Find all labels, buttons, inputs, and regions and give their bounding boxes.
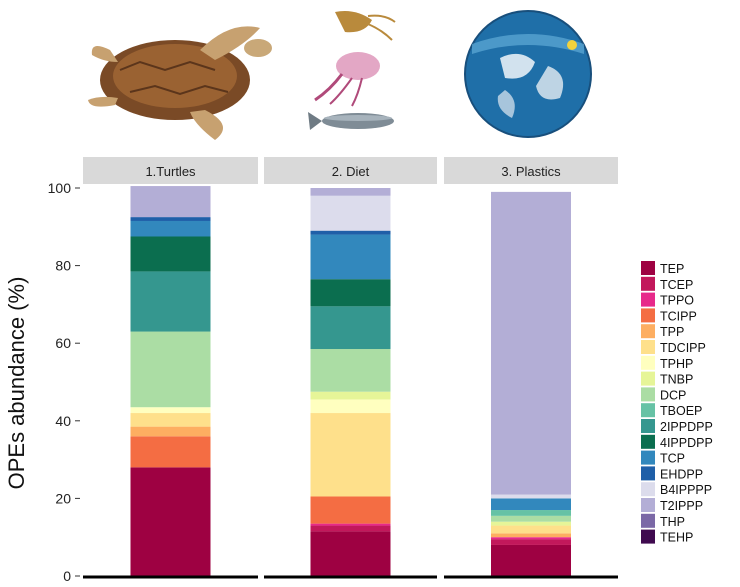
legend-swatch-tpp bbox=[641, 324, 655, 339]
bar-segment-t2ippp-3 bbox=[491, 191, 571, 495]
bar-segment-tpp-3 bbox=[491, 533, 571, 538]
bar-segment-2ippdpp-2 bbox=[310, 306, 391, 350]
bar-segment-tphp-2 bbox=[310, 399, 391, 414]
panel-strip-2 bbox=[264, 157, 437, 184]
legend-swatch-tnbp bbox=[641, 371, 655, 386]
bar-segment-tdcipp-1 bbox=[130, 413, 211, 427]
bar-segment-tnbp-3 bbox=[491, 521, 571, 526]
legend-label-thp: THP bbox=[660, 515, 685, 529]
bar-segment-tep-1 bbox=[130, 467, 211, 576]
bar-segment-ehdpp-2 bbox=[310, 230, 391, 235]
bar-segment-tphp-1 bbox=[130, 407, 211, 414]
legend-swatch-dcp bbox=[641, 387, 655, 402]
marine-plastics-image bbox=[464, 10, 592, 138]
legend-swatch-tehp bbox=[641, 529, 655, 544]
legend-swatch-b4ipppp bbox=[641, 482, 655, 497]
bar-segment-tcipp-1 bbox=[130, 436, 211, 468]
legend-swatch-t2ippp bbox=[641, 498, 655, 512]
legend-swatch-tcp bbox=[641, 450, 655, 465]
legend-label-tcp: TCP bbox=[660, 452, 685, 466]
legend-label-tppo: TPPO bbox=[660, 294, 694, 308]
bar-segment-b4ipppp-3 bbox=[491, 494, 571, 499]
bar-segment-tcep-3 bbox=[491, 539, 571, 545]
bar-segment-tdcipp-3 bbox=[491, 525, 571, 534]
y-tick-label: 20 bbox=[55, 490, 71, 506]
legend-label-tboep: TBOEP bbox=[660, 404, 702, 418]
bar-segment-t2ippp-1 bbox=[130, 186, 211, 218]
bar-segment-ehdpp-1 bbox=[130, 217, 211, 221]
bar-segment-tcipp-2 bbox=[310, 496, 391, 524]
legend-swatch-tdcipp bbox=[641, 340, 655, 354]
panel-strip-1 bbox=[83, 157, 258, 184]
legend-swatch-thp bbox=[641, 513, 655, 528]
panel-strip-label-3: 3. Plastics bbox=[501, 164, 561, 179]
bar-segment-b4ipppp-2 bbox=[310, 195, 391, 231]
bar-segment-4ippdpp-1 bbox=[130, 236, 211, 272]
legend-swatch-tcep bbox=[641, 276, 655, 291]
y-tick-label: 80 bbox=[55, 258, 71, 274]
legend-label-tep: TEP bbox=[660, 262, 684, 276]
bar-segment-dcp-2 bbox=[310, 349, 391, 392]
legend-swatch-tep bbox=[641, 261, 655, 275]
bar-segment-tpp-1 bbox=[130, 426, 211, 437]
diet-organisms-image bbox=[308, 11, 396, 130]
y-tick-label: 40 bbox=[55, 413, 71, 429]
sea-turtle-image bbox=[88, 26, 272, 140]
bar-segment-tcep-2 bbox=[310, 525, 391, 532]
bar-segment-tcp-1 bbox=[130, 220, 211, 237]
y-tick-label: 60 bbox=[55, 335, 71, 351]
y-axis-label: OPEs abundance (%) bbox=[4, 277, 29, 490]
bar-segment-tnbp-2 bbox=[310, 391, 391, 400]
bar-segment-tboep-3 bbox=[491, 510, 571, 516]
legend-swatch-tboep bbox=[641, 403, 655, 418]
bar-segment-tcp-3 bbox=[491, 498, 571, 511]
legend-label-b4ipppp: B4IPPPP bbox=[660, 483, 712, 497]
legend-swatch-tphp bbox=[641, 355, 655, 370]
legend-label-dcp: DCP bbox=[660, 388, 686, 402]
bar-segment-dcp-3 bbox=[491, 515, 571, 522]
bar-segment-tppo-3 bbox=[491, 537, 571, 540]
panel-strip-3 bbox=[444, 157, 618, 184]
legend-label-tcep: TCEP bbox=[660, 278, 693, 292]
legend-swatch-tppo bbox=[641, 292, 655, 307]
panel-strip-label-1: 1.Turtles bbox=[145, 164, 196, 179]
bar-segment-tep-3 bbox=[491, 544, 571, 576]
panel-strip-label-2: 2. Diet bbox=[332, 164, 370, 179]
bar-segment-tcp-2 bbox=[310, 234, 391, 280]
legend-label-t2ippp: T2IPPP bbox=[660, 499, 703, 513]
legend-label-tnbp: TNBP bbox=[660, 373, 693, 387]
legend-label-2ippdpp: 2IPPDPP bbox=[660, 420, 713, 434]
y-tick-label: 0 bbox=[63, 568, 71, 584]
legend-swatch-ehdpp bbox=[641, 466, 655, 481]
bar-segment-tppo-2 bbox=[310, 523, 391, 526]
y-tick-label: 100 bbox=[48, 180, 72, 196]
legend-label-4ippdpp: 4IPPDPP bbox=[660, 436, 713, 450]
bar-segment-tep-2 bbox=[310, 531, 391, 576]
legend-label-tcipp: TCIPP bbox=[660, 309, 697, 323]
bar-segment-tdcipp-2 bbox=[310, 413, 391, 497]
legend-swatch-4ippdpp bbox=[641, 434, 655, 449]
bar-segment-4ippdpp-2 bbox=[310, 279, 391, 307]
bar-segment-2ippdpp-1 bbox=[130, 271, 211, 332]
legend-label-tehp: TEHP bbox=[660, 531, 693, 545]
legend-swatch-2ippdpp bbox=[641, 419, 655, 433]
legend-label-tphp: TPHP bbox=[660, 357, 693, 371]
bar-segment-dcp-1 bbox=[130, 331, 211, 408]
bar-segment-t2ippp-2 bbox=[310, 188, 391, 196]
legend-label-tpp: TPP bbox=[660, 325, 684, 339]
legend-label-ehdpp: EHDPP bbox=[660, 467, 703, 481]
legend-label-tdcipp: TDCIPP bbox=[660, 341, 706, 355]
legend-swatch-tcipp bbox=[641, 308, 655, 323]
